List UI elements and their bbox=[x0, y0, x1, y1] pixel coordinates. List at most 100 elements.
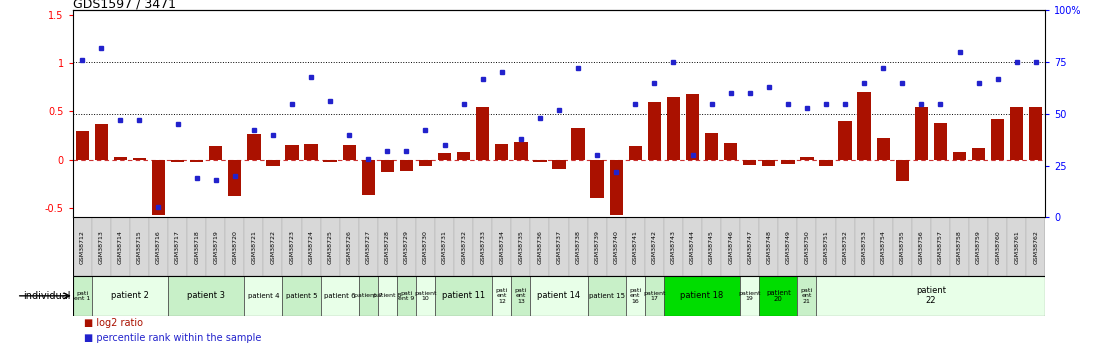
Text: GSM38760: GSM38760 bbox=[995, 230, 1001, 264]
Bar bbox=[685, 94, 699, 160]
Text: GSM38731: GSM38731 bbox=[442, 230, 447, 264]
Bar bbox=[1026, 217, 1045, 276]
Bar bbox=[378, 217, 397, 276]
Text: GSM38733: GSM38733 bbox=[481, 230, 485, 264]
Text: GSM38717: GSM38717 bbox=[176, 230, 180, 264]
Bar bbox=[247, 134, 260, 160]
Text: GSM38734: GSM38734 bbox=[500, 230, 504, 264]
Bar bbox=[645, 217, 664, 276]
Bar bbox=[664, 276, 740, 316]
Bar bbox=[972, 148, 985, 160]
Text: GSM38762: GSM38762 bbox=[1033, 230, 1039, 264]
Text: GSM38723: GSM38723 bbox=[290, 230, 294, 264]
Bar bbox=[435, 276, 492, 316]
Bar bbox=[969, 217, 988, 276]
Bar bbox=[133, 158, 146, 160]
Bar bbox=[778, 217, 797, 276]
Bar bbox=[302, 217, 321, 276]
Bar bbox=[1010, 107, 1023, 160]
Bar bbox=[435, 217, 454, 276]
Bar bbox=[76, 131, 89, 160]
Text: pati
ent 1: pati ent 1 bbox=[74, 290, 91, 301]
Bar bbox=[609, 160, 623, 215]
Text: GSM38744: GSM38744 bbox=[690, 230, 695, 264]
Bar bbox=[416, 276, 435, 316]
Text: GSM38737: GSM38737 bbox=[557, 230, 561, 264]
Bar bbox=[168, 276, 245, 316]
Bar bbox=[416, 217, 435, 276]
Bar bbox=[111, 217, 130, 276]
Bar bbox=[225, 217, 245, 276]
Text: GSM38728: GSM38728 bbox=[385, 230, 390, 264]
Bar bbox=[378, 276, 397, 316]
Bar bbox=[149, 217, 168, 276]
Text: GSM38724: GSM38724 bbox=[309, 230, 313, 264]
Bar bbox=[495, 144, 509, 160]
Text: pati
ent
12: pati ent 12 bbox=[495, 288, 508, 304]
Bar bbox=[171, 160, 184, 161]
Bar bbox=[816, 217, 835, 276]
Bar bbox=[816, 276, 1045, 316]
Bar bbox=[552, 160, 566, 169]
Text: GSM38747: GSM38747 bbox=[747, 230, 752, 264]
Bar bbox=[705, 132, 718, 160]
Text: individual: individual bbox=[23, 291, 70, 301]
Bar bbox=[893, 217, 912, 276]
Text: GSM38749: GSM38749 bbox=[785, 230, 790, 264]
Bar bbox=[397, 217, 416, 276]
Bar bbox=[92, 276, 168, 316]
Bar bbox=[397, 276, 416, 316]
Bar bbox=[838, 121, 852, 160]
Text: GSM38726: GSM38726 bbox=[347, 230, 352, 264]
Bar bbox=[473, 217, 492, 276]
Text: patient 8: patient 8 bbox=[373, 293, 401, 298]
Bar bbox=[190, 160, 203, 161]
Bar bbox=[73, 217, 92, 276]
Text: GSM38712: GSM38712 bbox=[79, 230, 85, 264]
Bar bbox=[530, 217, 549, 276]
Bar bbox=[645, 276, 664, 316]
Bar bbox=[264, 217, 283, 276]
Bar bbox=[626, 276, 645, 316]
Text: GSM38736: GSM38736 bbox=[538, 230, 542, 264]
Text: patient
19: patient 19 bbox=[739, 290, 761, 301]
Text: GSM38730: GSM38730 bbox=[423, 230, 428, 264]
Text: patient 11: patient 11 bbox=[442, 291, 485, 300]
Bar bbox=[245, 217, 264, 276]
Bar bbox=[492, 217, 511, 276]
Text: ■ log2 ratio: ■ log2 ratio bbox=[84, 318, 143, 328]
Text: patient 2: patient 2 bbox=[111, 291, 149, 300]
Text: GSM38761: GSM38761 bbox=[1014, 230, 1020, 264]
Bar bbox=[476, 107, 490, 160]
Bar bbox=[647, 102, 661, 160]
Bar bbox=[361, 160, 375, 195]
Text: patient 18: patient 18 bbox=[681, 291, 723, 300]
Bar bbox=[533, 160, 547, 162]
Bar bbox=[991, 119, 1004, 160]
Text: patient 14: patient 14 bbox=[538, 291, 580, 300]
Text: GSM38715: GSM38715 bbox=[136, 230, 142, 264]
Bar bbox=[588, 276, 626, 316]
Bar bbox=[759, 217, 778, 276]
Bar bbox=[438, 153, 452, 160]
Bar bbox=[950, 217, 969, 276]
Bar bbox=[683, 217, 702, 276]
Bar bbox=[740, 276, 759, 316]
Bar bbox=[800, 157, 814, 160]
Text: GSM38725: GSM38725 bbox=[328, 230, 333, 264]
Bar bbox=[400, 160, 414, 171]
Bar bbox=[359, 276, 378, 316]
Text: patient 7: patient 7 bbox=[354, 293, 382, 298]
Bar bbox=[266, 160, 280, 166]
Text: GDS1597 / 3471: GDS1597 / 3471 bbox=[73, 0, 176, 10]
Bar bbox=[988, 217, 1007, 276]
Text: GSM38732: GSM38732 bbox=[461, 230, 466, 264]
Text: GSM38758: GSM38758 bbox=[957, 230, 961, 264]
Bar bbox=[549, 217, 569, 276]
Text: GSM38735: GSM38735 bbox=[519, 230, 523, 264]
Bar bbox=[454, 217, 473, 276]
Text: GSM38716: GSM38716 bbox=[157, 230, 161, 264]
Bar bbox=[152, 160, 165, 215]
Text: patient 4: patient 4 bbox=[248, 293, 280, 299]
Bar bbox=[797, 217, 816, 276]
